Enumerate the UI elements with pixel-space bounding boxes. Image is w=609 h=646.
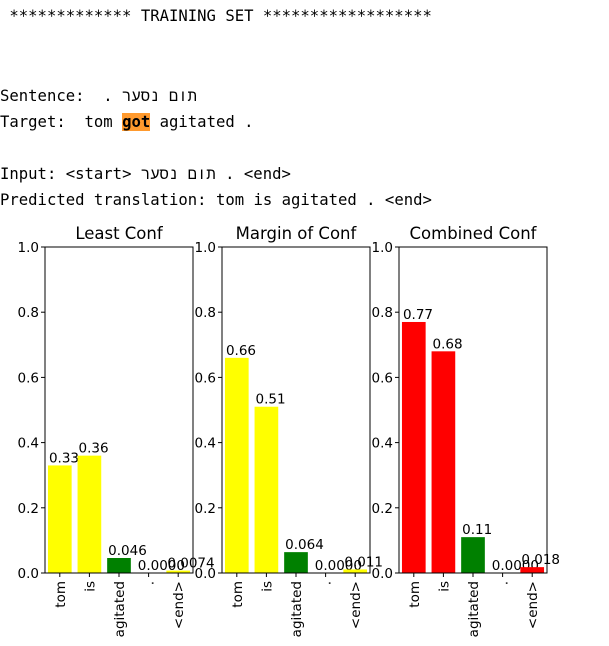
x-tick-label: agitated (466, 581, 482, 637)
x-tick-label: agitated (112, 581, 128, 637)
x-tick-label: <end> (171, 581, 187, 629)
bar-value-label: 0.33 (49, 450, 79, 466)
y-tick-label: 0.6 (372, 370, 393, 386)
bar (461, 537, 485, 573)
y-tick-label: 1.0 (372, 240, 393, 256)
bar (431, 351, 456, 573)
bar-value-label: 0.66 (226, 343, 256, 359)
bar (166, 570, 191, 573)
prediction-line: Predicted translation: tom is agitated .… (0, 190, 432, 210)
bar-value-label: 0.0074 (167, 556, 214, 572)
plot-frame (44, 246, 194, 574)
target-label: Target: (0, 113, 66, 131)
y-tick-label: 0.8 (18, 305, 39, 321)
bar (401, 321, 426, 573)
input-rest: . <end> (225, 165, 291, 183)
target-word-after: agitated . (159, 113, 254, 131)
x-tick-label: is (259, 581, 275, 592)
y-tick-label: 0.8 (195, 305, 216, 321)
bar-value-label: 0.046 (108, 543, 147, 559)
y-tick-label: 0.4 (195, 436, 216, 452)
x-tick-label: <end> (348, 581, 364, 629)
chart-title: Margin of Conf (236, 224, 358, 243)
confidence-charts: Least Conf 0.0 0.2 0.4 0.6 0.8 1.0 0.33 tom 0.36 i… (18, 224, 561, 637)
bar (520, 567, 545, 573)
input-text: תום נסער (140, 165, 216, 183)
plot-frame (398, 246, 548, 574)
bar-value-label: 0.011 (344, 554, 383, 570)
y-tick-label: 0.2 (18, 501, 39, 517)
y-tick-label: 1.0 (18, 240, 39, 256)
y-tick-label: 0.4 (372, 436, 393, 452)
y-tick-label: 0.8 (372, 305, 393, 321)
bar (254, 406, 279, 573)
target-word-before: tom (84, 113, 113, 131)
y-tick-label: 0.4 (18, 436, 39, 452)
bar (107, 558, 131, 573)
sentence-line: Sentence: תום נסער . (0, 86, 197, 106)
y-tick-label: 0.6 (195, 370, 216, 386)
y-tick-label: 0.0 (18, 566, 39, 582)
prediction-text: tom is agitated . <end> (215, 191, 432, 209)
x-tick-label: tom (53, 581, 69, 608)
prediction-label: Predicted translation: (0, 191, 207, 209)
bar (224, 357, 249, 573)
x-tick-label: tom (407, 581, 423, 608)
x-tick-label: . (319, 581, 335, 585)
bar-value-label: 0.77 (403, 307, 433, 323)
x-tick-label: tom (230, 581, 246, 608)
bar-value-label: 0.11 (462, 522, 492, 538)
target-highlight-word: got (122, 113, 151, 131)
chart-title: Combined Conf (410, 224, 538, 243)
y-tick-label: 0.2 (195, 501, 216, 517)
bar (343, 569, 368, 573)
chart-title: Least Conf (75, 224, 164, 243)
bar-value-label: 0.36 (79, 441, 109, 457)
bar-value-label: 0.51 (256, 392, 286, 408)
x-tick-label: agitated (289, 581, 305, 637)
bar-value-label: 0.0000 (138, 558, 185, 574)
x-tick-label: . (142, 581, 158, 585)
bar (284, 552, 308, 573)
bar (77, 455, 102, 573)
sentence-text: תום נסער . (103, 87, 197, 105)
y-tick-label: 0.6 (18, 370, 39, 386)
y-tick-label: 1.0 (195, 240, 216, 256)
y-tick-label: 0.2 (372, 501, 393, 517)
plot-frame (221, 246, 371, 574)
target-line: Target: tom got agitated . (0, 112, 254, 132)
sentence-label: Sentence: (0, 87, 85, 105)
x-tick-label: is (436, 581, 452, 592)
y-tick-label: 0.0 (195, 566, 216, 582)
x-tick-label: is (82, 581, 98, 592)
x-tick-label: <end> (525, 581, 541, 629)
bar-value-label: 0.064 (285, 537, 324, 553)
input-start-token: <start> (65, 165, 132, 183)
x-tick-label: . (496, 581, 512, 585)
input-line: Input: <start> תום נסער . <end> (0, 164, 291, 184)
training-set-banner: ************* TRAINING SET *************… (0, 7, 432, 25)
bar (47, 465, 72, 573)
bar-value-label: 0.68 (433, 336, 463, 352)
bar-value-label: 0.018 (521, 552, 560, 568)
input-label: Input: (0, 165, 57, 183)
y-tick-label: 0.0 (372, 566, 393, 582)
